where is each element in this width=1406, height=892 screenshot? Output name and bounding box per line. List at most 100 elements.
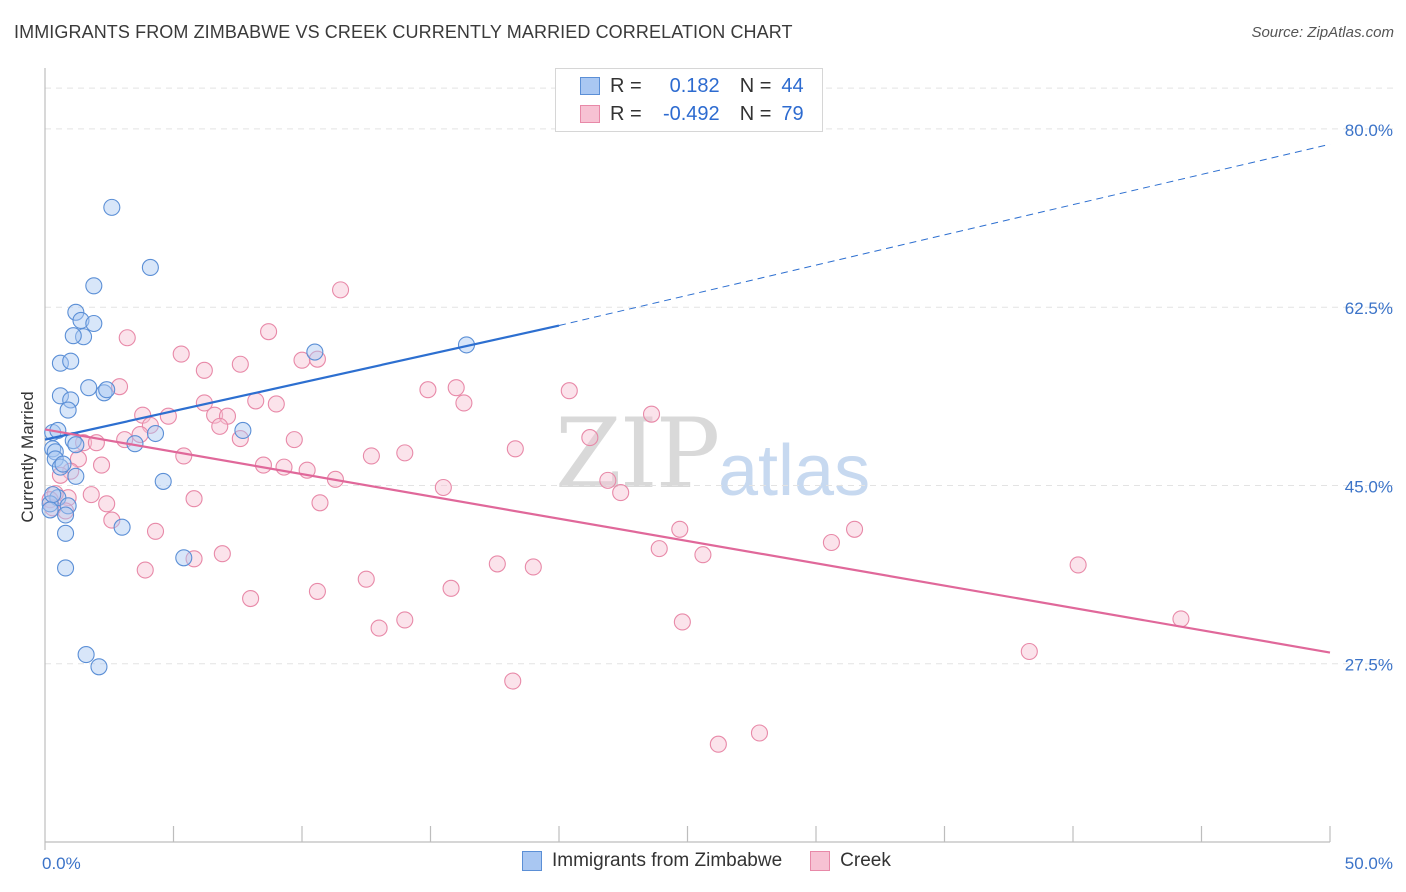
zimbabwe-point	[72, 311, 90, 329]
creek-point	[118, 329, 136, 347]
creek-trend-line	[44, 428, 1331, 654]
creek-point	[247, 392, 265, 410]
creek-point	[524, 558, 542, 576]
zimbabwe-point	[62, 391, 80, 409]
legend-label-zimbabwe: Immigrants from Zimbabwe	[552, 850, 783, 871]
zimbabwe-point	[67, 467, 85, 485]
legend-swatch-zimbabwe	[522, 851, 542, 871]
zimbabwe-point	[77, 646, 95, 664]
zimbabwe-trend-extension	[558, 143, 1331, 327]
creek-point	[455, 394, 473, 412]
creek-point	[357, 570, 375, 588]
watermark-atlas: atlas	[718, 431, 871, 511]
legend-r-value-zimbabwe: 0.182	[669, 74, 720, 97]
creek-point	[185, 490, 203, 508]
creek-point	[488, 555, 506, 573]
y-tick-label: 62.5%	[1345, 299, 1393, 318]
zimbabwe-point	[113, 518, 131, 536]
x-tick-label: 0.0%	[42, 854, 81, 873]
creek-point	[396, 611, 414, 629]
legend-swatch-creek	[580, 105, 600, 123]
zimbabwe-point	[51, 458, 69, 476]
legend-n-value-creek: 79	[781, 102, 804, 125]
y-tick-label: 80.0%	[1345, 121, 1393, 140]
creek-point	[172, 345, 190, 363]
zimbabwe-point	[85, 314, 103, 333]
creek-point	[1020, 642, 1038, 661]
zimbabwe-point	[64, 327, 82, 345]
zimbabwe-point	[67, 303, 85, 321]
creek-point	[98, 495, 116, 513]
legend-swatch-creek	[810, 851, 831, 871]
legend-r-value-creek: -0.492	[662, 102, 720, 125]
creek-point	[213, 545, 231, 563]
creek-point	[447, 379, 465, 397]
watermark-zip: ZIP	[555, 398, 720, 510]
zimbabwe-point	[46, 443, 64, 461]
creek-point	[396, 444, 414, 462]
creek-point	[308, 582, 326, 600]
legend-r-label: R =	[610, 74, 642, 97]
creek-point	[1172, 610, 1190, 628]
creek-point	[146, 522, 165, 540]
legend-row-zimbabwe: R = 0.182 N = 44	[580, 73, 804, 99]
legend-label-creek: Creek	[840, 850, 891, 871]
zimbabwe-point	[103, 198, 121, 216]
creek-point	[175, 447, 193, 465]
creek-point	[242, 589, 260, 608]
zimbabwe-point	[67, 436, 85, 454]
creek-point	[612, 484, 630, 502]
zimbabwe-point	[57, 506, 75, 524]
creek-point	[260, 323, 278, 341]
creek-point	[206, 406, 224, 424]
creek-point	[1069, 556, 1087, 574]
zimbabwe-point	[54, 455, 72, 473]
zimbabwe-point	[59, 401, 77, 419]
chart-title: IMMIGRANTS FROM ZIMBABWE VS CREEK CURREN…	[14, 22, 793, 42]
creek-point	[231, 355, 249, 373]
zimbabwe-point	[234, 421, 252, 440]
creek-point	[822, 533, 840, 552]
creek-point	[599, 471, 617, 489]
creek-point	[267, 395, 285, 413]
zimbabwe-point	[80, 379, 98, 397]
zimbabwe-point	[306, 343, 324, 361]
creek-point	[370, 619, 388, 637]
zimbabwe-point	[44, 486, 62, 504]
series-legend: Immigrants from Zimbabwe Creek	[522, 850, 891, 872]
legend-n-label: N =	[739, 74, 772, 97]
creek-point	[750, 724, 769, 742]
zimbabwe-point	[90, 658, 108, 676]
creek-point	[331, 281, 350, 299]
creek-point	[694, 546, 712, 564]
zimbabwe-point	[98, 381, 116, 399]
zimbabwe-point	[41, 501, 59, 519]
creek-point	[506, 440, 524, 458]
creek-point	[845, 520, 864, 538]
zimbabwe-point	[57, 559, 75, 577]
creek-point	[642, 405, 661, 423]
creek-point	[311, 494, 329, 512]
creek-point	[581, 429, 599, 447]
zimbabwe-point	[175, 549, 193, 567]
creek-point	[211, 417, 229, 435]
creek-point	[69, 450, 87, 468]
creek-point	[92, 456, 111, 474]
zimbabwe-point	[44, 440, 62, 458]
legend-row-creek: R = -0.492 N = 79	[580, 101, 804, 127]
zimbabwe-point	[154, 472, 172, 490]
zimbabwe-point	[85, 277, 103, 295]
creek-point	[195, 361, 213, 379]
creek-point	[442, 579, 460, 597]
creek-point	[254, 456, 273, 474]
creek-point	[560, 382, 578, 400]
zimbabwe-point	[95, 384, 113, 402]
legend-n-value-zimbabwe: 44	[781, 74, 804, 97]
zimbabwe-point	[57, 524, 75, 542]
zimbabwe-point	[51, 387, 69, 405]
legend-r-label: R =	[610, 102, 642, 125]
y-axis-title: Currently Married	[18, 391, 37, 522]
creek-point	[671, 520, 689, 538]
zimbabwe-trend-line	[44, 324, 560, 441]
